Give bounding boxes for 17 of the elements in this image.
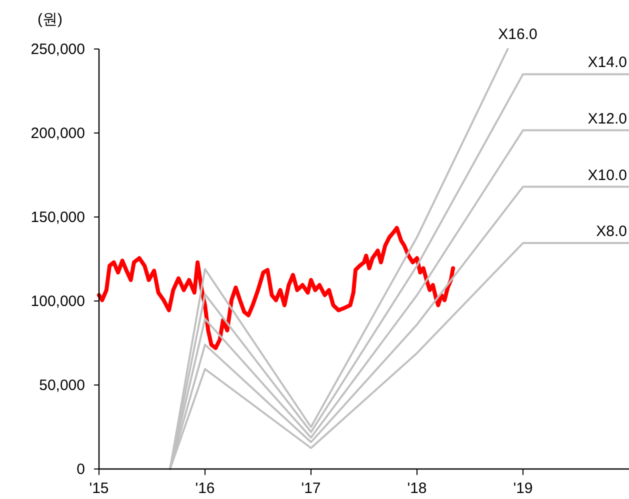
y-tick-label: 0 <box>76 461 85 478</box>
y-tick-label: 200,000 <box>30 125 85 142</box>
y-tick-label: 100,000 <box>30 293 85 310</box>
series-label: X12.0 <box>588 110 627 128</box>
x-tick-label: '15 <box>89 480 109 497</box>
y-tick-label: 250,000 <box>30 41 85 58</box>
series-label: X16.0 <box>498 26 538 43</box>
x-tick-label: '19 <box>513 480 533 497</box>
y-tick-label: 150,000 <box>30 209 85 226</box>
x-tick-label: '18 <box>407 480 427 497</box>
series-label: X10.0 <box>588 166 627 184</box>
x-tick-label: '17 <box>301 480 321 497</box>
series-label: X8.0 <box>596 223 627 240</box>
y-tick-label: 50,000 <box>39 377 85 394</box>
x-tick-label: '16 <box>195 480 215 497</box>
series-label: X14.0 <box>588 54 627 72</box>
y-axis-title: (원) <box>38 11 62 28</box>
